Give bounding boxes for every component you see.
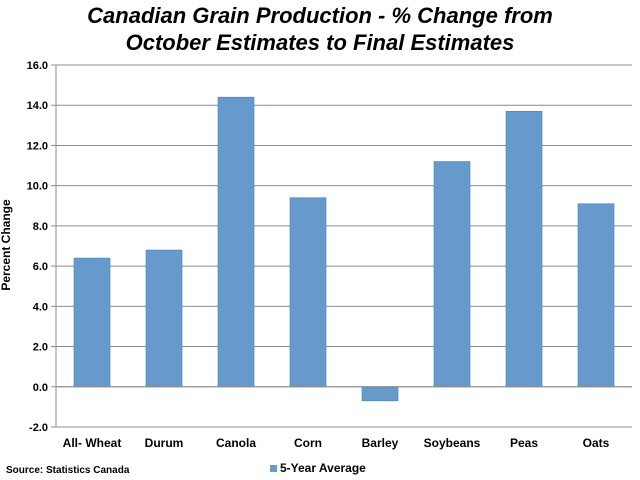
bars <box>73 96 615 402</box>
legend: 5-Year Average <box>270 461 366 475</box>
y-tick-label: -2.0 <box>29 422 48 434</box>
bar-canola <box>217 96 255 388</box>
x-tick-label: Canola <box>216 436 256 450</box>
x-tick-label: Corn <box>294 436 322 450</box>
y-tick-label: 0.0 <box>33 382 48 394</box>
y-tick-labels: 16.0 14.0 12.0 10.0 8.0 6.0 4.0 2.0 0.0 -2.0 <box>27 60 48 434</box>
legend-label: 5-Year Average <box>280 461 366 475</box>
bar-durum <box>145 249 183 388</box>
chart-title-line-2: October Estimates to Final Estimates <box>125 30 515 55</box>
source-note: Source: Statistics Canada <box>6 465 130 476</box>
bar-barley <box>361 386 399 402</box>
y-tick-label: 12.0 <box>27 140 48 152</box>
bar-corn <box>289 197 327 388</box>
bar-soybeans <box>433 161 471 388</box>
y-axis-label: Percent Change <box>0 199 13 291</box>
y-tick-label: 2.0 <box>33 342 48 354</box>
legend-swatch <box>270 464 277 472</box>
chart-title: Canadian Grain Production - % Change fro… <box>0 2 640 56</box>
x-tick-label: Peas <box>510 436 538 450</box>
axes <box>51 64 632 428</box>
y-tick-label: 6.0 <box>33 261 48 273</box>
x-tick-labels: All- Wheat Durum Canola Corn Barley Soybeans P… <box>63 436 610 450</box>
y-tick-label: 16.0 <box>27 60 48 72</box>
chart-title-line-1: Canadian Grain Production - % Change fro… <box>87 3 553 28</box>
x-tick-label: Oats <box>583 436 610 450</box>
x-tick-label: Durum <box>145 436 184 450</box>
x-tick-label: All- Wheat <box>63 436 122 450</box>
y-tick-label: 4.0 <box>33 301 48 313</box>
x-tick-label: Barley <box>362 436 399 450</box>
y-tick-label: 10.0 <box>27 181 48 193</box>
bar-oats <box>577 203 615 388</box>
x-tick-label: Soybeans <box>424 436 481 450</box>
bar-all-wheat <box>73 257 111 388</box>
bar-peas <box>505 110 543 388</box>
y-tick-label: 14.0 <box>27 100 48 112</box>
gridlines <box>56 64 632 428</box>
y-tick-label: 8.0 <box>33 221 48 233</box>
